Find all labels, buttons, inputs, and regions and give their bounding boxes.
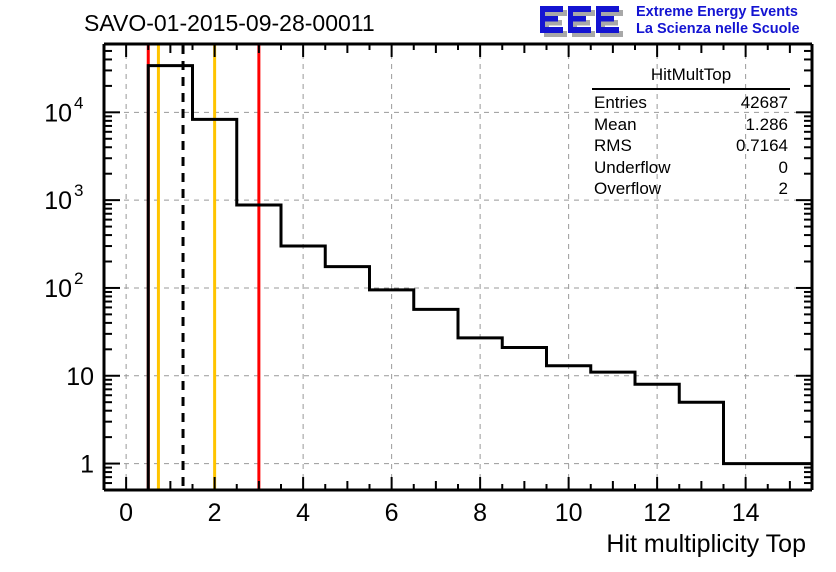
stats-value: 0 bbox=[778, 157, 788, 177]
x-tick-label: 14 bbox=[732, 499, 760, 527]
x-tick-label: 4 bbox=[296, 499, 310, 527]
eee-logo-line2: La Scienza nelle Scuole bbox=[636, 21, 800, 37]
x-tick-label: 6 bbox=[385, 499, 399, 527]
x-tick-label: 0 bbox=[119, 499, 133, 527]
stats-label: Overflow bbox=[594, 179, 662, 198]
x-tick-label: 10 bbox=[555, 499, 583, 527]
y-tick-label-exp: 3 bbox=[74, 181, 83, 200]
y-tick-label: 10 3 bbox=[44, 181, 83, 215]
stats-row: Underflow 0 bbox=[592, 157, 790, 179]
stats-value: 0.7164 bbox=[736, 136, 788, 155]
stats-label: RMS bbox=[594, 136, 632, 155]
stats-value: 42687 bbox=[740, 93, 788, 112]
stats-row: Entries 42687 bbox=[592, 92, 790, 114]
eee-logo-line1: Extreme Energy Events bbox=[636, 4, 798, 20]
stats-row: RMS 0.7164 bbox=[592, 135, 790, 157]
stats-label: Entries bbox=[594, 93, 647, 112]
eee-logo-mark bbox=[540, 5, 630, 37]
eee-logo: Extreme Energy Events La Scienza nelle S… bbox=[540, 3, 832, 45]
stats-row: Mean 1.286 bbox=[592, 114, 790, 136]
y-tick-label-text: 1 bbox=[80, 451, 94, 479]
y-tick-label: 10 2 bbox=[44, 269, 83, 303]
y-tick-label-base: 10 bbox=[44, 187, 72, 215]
y-tick-label-exp: 4 bbox=[74, 93, 83, 112]
y-tick-label: 10 4 bbox=[44, 93, 83, 127]
y-tick-label-text: 10 bbox=[66, 363, 94, 391]
stats-box: HitMultTop Entries 42687 Mean 1.286 RMS … bbox=[592, 63, 790, 198]
y-tick-label-base: 10 bbox=[44, 275, 72, 303]
stats-label: Mean bbox=[594, 114, 637, 134]
y-tick-label-exp: 2 bbox=[74, 269, 83, 288]
stats-value: 2 bbox=[778, 179, 788, 198]
eee-letters-icon bbox=[540, 6, 623, 37]
y-tick-label-base: 10 bbox=[44, 99, 72, 127]
stats-value: 1.286 bbox=[745, 114, 788, 134]
page-title: SAVO-01-2015-09-28-00011 bbox=[84, 10, 375, 36]
histogram-outline bbox=[146, 64, 814, 490]
stats-row: Overflow 2 bbox=[592, 178, 790, 200]
stats-box-divider bbox=[592, 88, 790, 90]
x-tick-label: 12 bbox=[643, 499, 671, 527]
x-tick-label: 8 bbox=[473, 499, 487, 527]
stats-box-title: HitMultTop bbox=[650, 65, 732, 84]
y-tick-label: 1 bbox=[80, 451, 94, 479]
x-axis-title: Hit multiplicity Top bbox=[606, 530, 806, 558]
eee-logo-text: Extreme Energy Events La Scienza nelle S… bbox=[636, 4, 836, 38]
stats-label: Underflow bbox=[594, 157, 671, 177]
y-tick-label: 10 bbox=[66, 363, 94, 391]
x-tick-label: 2 bbox=[208, 499, 222, 527]
